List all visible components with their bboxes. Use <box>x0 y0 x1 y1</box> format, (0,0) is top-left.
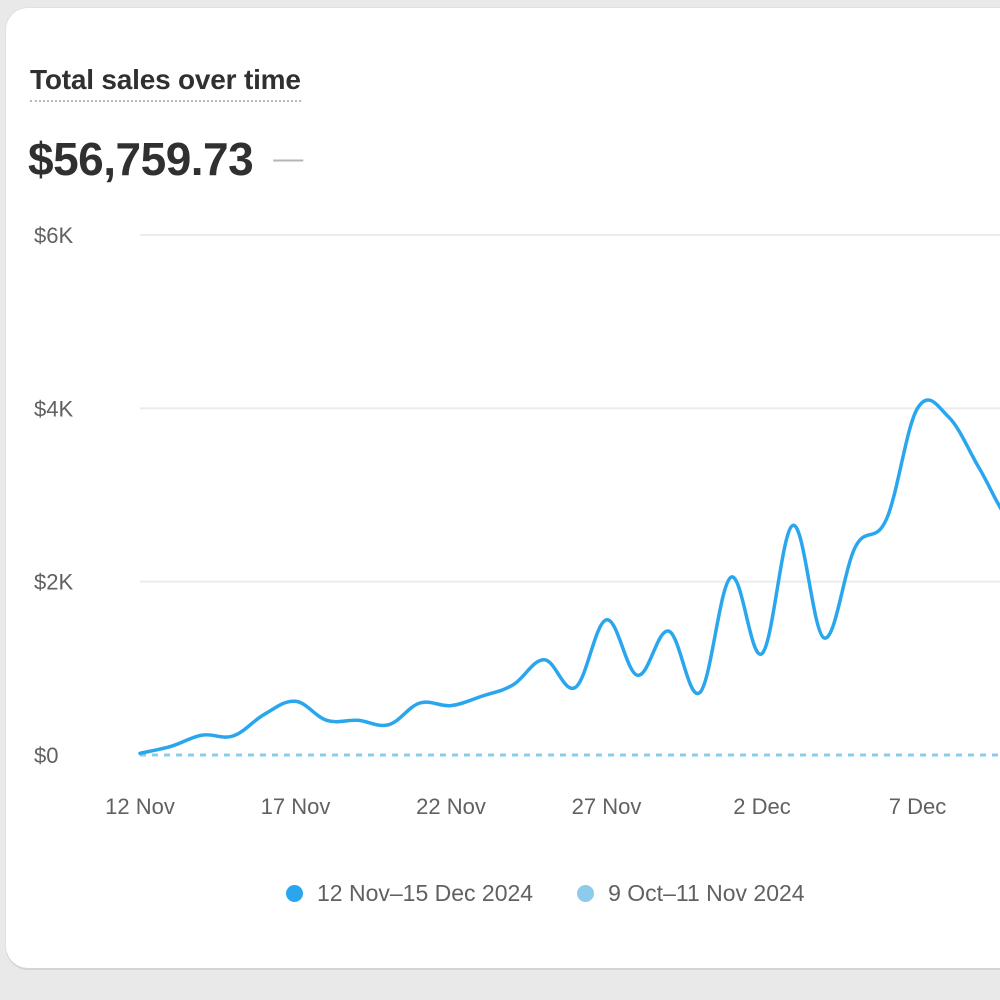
y-tick-label: $6K <box>34 223 73 248</box>
data-point[interactable] <box>759 651 765 657</box>
card-title[interactable]: Total sales over time <box>30 64 301 102</box>
legend-dot-current <box>286 885 303 902</box>
data-point[interactable] <box>510 682 516 688</box>
data-point[interactable] <box>230 733 236 739</box>
x-axis-labels: 12 Nov 17 Nov 22 Nov 27 Nov 2 Dec 7 Dec <box>105 794 946 819</box>
data-point[interactable] <box>293 698 299 704</box>
data-point[interactable] <box>199 732 205 738</box>
sales-card: Total sales over time $56,759.73 — <box>6 8 1000 968</box>
data-point[interactable] <box>541 657 547 663</box>
legend-dot-previous <box>577 885 595 902</box>
y-tick-label: $4K <box>34 396 73 421</box>
x-tick-label: 27 Nov <box>572 794 642 819</box>
data-point[interactable] <box>697 690 703 696</box>
data-point[interactable] <box>572 684 578 690</box>
data-point[interactable] <box>604 617 610 623</box>
x-tick-label: 17 Nov <box>261 794 331 819</box>
data-point[interactable] <box>448 703 454 709</box>
legend-label-current: 12 Nov–15 Dec 2024 <box>317 880 534 906</box>
chart-legend: 12 Nov–15 Dec 2024 9 Oct–11 Nov 2024 <box>286 880 805 907</box>
y-tick-label: $2K <box>34 570 73 595</box>
x-tick-label: 22 Nov <box>416 794 486 819</box>
series-line-current[interactable] <box>138 398 1000 756</box>
y-tick-label: $0 <box>34 743 58 768</box>
x-tick-label: 2 Dec <box>733 794 790 819</box>
data-point[interactable] <box>261 711 267 717</box>
data-point[interactable] <box>790 522 796 528</box>
comparison-delta: — <box>273 142 304 175</box>
data-point[interactable] <box>324 717 330 723</box>
x-tick-label: 7 Dec <box>889 794 946 819</box>
x-tick-label: 12 Nov <box>105 794 175 819</box>
grid-lines <box>140 234 1000 583</box>
series-lines <box>137 398 1000 757</box>
legend-item-previous[interactable]: 9 Oct–11 Nov 2024 <box>577 880 805 907</box>
data-point[interactable] <box>168 743 174 749</box>
data-point[interactable] <box>137 750 143 756</box>
data-point[interactable] <box>635 672 641 678</box>
data-point[interactable] <box>417 700 423 706</box>
y-axis-labels: $0 $2K $4K $6K <box>34 223 73 768</box>
legend-label-previous: 9 Oct–11 Nov 2024 <box>608 880 805 906</box>
data-point[interactable] <box>728 574 734 580</box>
data-point[interactable] <box>821 635 827 641</box>
metric-row: $56,759.73 — <box>28 132 303 186</box>
total-sales-value: $56,759.73 <box>28 133 254 185</box>
data-point[interactable] <box>977 466 983 472</box>
data-point[interactable] <box>883 516 889 522</box>
data-point[interactable] <box>355 717 361 723</box>
data-point[interactable] <box>946 414 952 420</box>
data-point[interactable] <box>915 405 921 411</box>
data-point[interactable] <box>666 628 672 634</box>
data-point[interactable] <box>386 722 392 728</box>
legend-item-current[interactable]: 12 Nov–15 Dec 2024 <box>286 880 533 907</box>
data-point[interactable] <box>852 544 858 550</box>
data-point[interactable] <box>479 693 485 699</box>
